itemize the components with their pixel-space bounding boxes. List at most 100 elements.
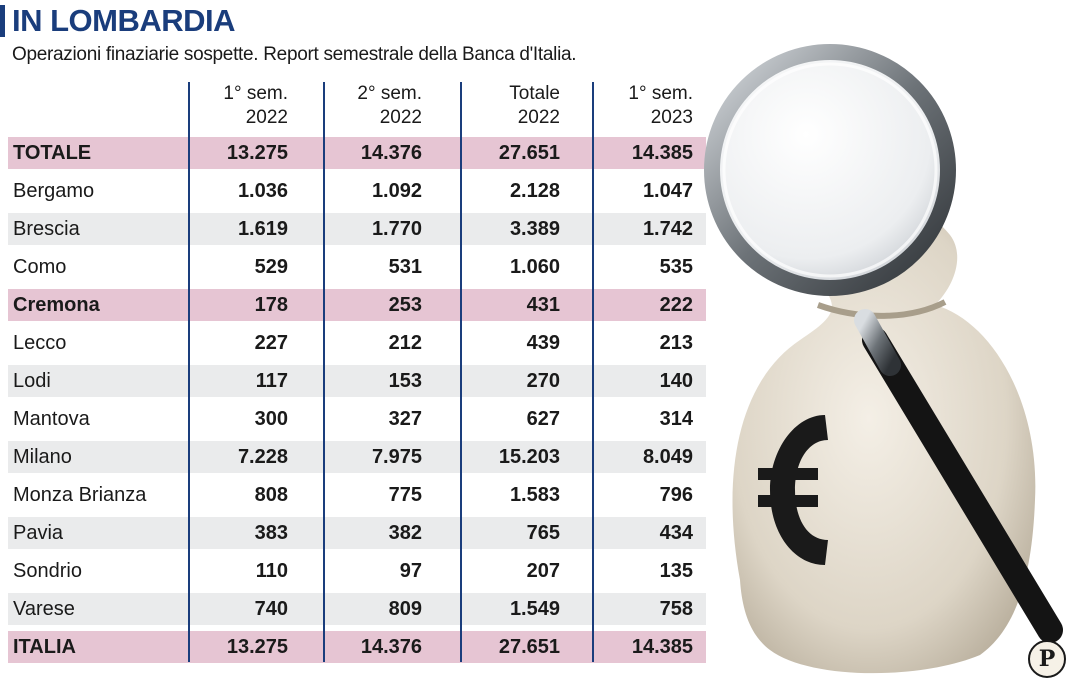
table-cell: 808: [254, 484, 288, 506]
table-cell: 314: [659, 408, 693, 430]
column-header-line2: 2022: [245, 107, 288, 128]
row-label: Lodi: [13, 370, 51, 392]
table-cell: 529: [254, 256, 288, 278]
table-row: Cremona 178 253 431 222: [8, 289, 706, 321]
row-label: Milano: [13, 446, 72, 468]
table-cell: 153: [388, 370, 422, 392]
table-cell: 809: [388, 598, 422, 620]
table-cell: 1.742: [642, 218, 693, 240]
table-cell: 434: [659, 522, 693, 544]
table-cell: 207: [526, 560, 560, 582]
column-divider: [323, 82, 325, 662]
row-label: Monza Brianza: [13, 484, 147, 506]
publisher-logo-icon: P: [1028, 640, 1066, 678]
row-label: Bergamo: [13, 180, 95, 202]
table-cell: 7.975: [371, 446, 422, 468]
table-cell: 775: [388, 484, 422, 506]
table-cell: 97: [399, 560, 422, 582]
table-cell: 27.651: [498, 636, 560, 658]
table-cell: 1.770: [371, 218, 422, 240]
table-cell: 796: [659, 484, 693, 506]
table-cell: 15.203: [498, 446, 560, 468]
column-header-line1: 1° sem.: [628, 83, 693, 104]
table-cell: 27.651: [498, 142, 560, 164]
table-cell: 140: [659, 370, 693, 392]
page-subtitle: Operazioni finaziarie sospette. Report s…: [12, 44, 577, 65]
magnifier-lens: [704, 44, 956, 296]
table-cell: 8.049: [642, 446, 693, 468]
table-cell: 212: [388, 332, 422, 354]
table-cell: 383: [254, 522, 288, 544]
table-cell: 1.583: [509, 484, 560, 506]
column-header: 1° sem. 2023: [628, 82, 693, 130]
table-row: Brescia 1.619 1.770 3.389 1.742: [8, 213, 706, 245]
table-cell: 14.376: [360, 142, 422, 164]
table-cell: 110: [255, 560, 288, 582]
column-header-line1: Totale: [509, 83, 560, 104]
table-row: Lecco 227 212 439 213: [8, 327, 706, 359]
table-row: Pavia 383 382 765 434: [8, 517, 706, 549]
table-row: Monza Brianza 808 775 1.583 796: [8, 479, 706, 511]
table-row: Mantova 300 327 627 314: [8, 403, 706, 435]
table-cell: 327: [388, 408, 422, 430]
table-cell: 1.047: [642, 180, 693, 202]
row-label: Varese: [13, 598, 75, 620]
table-cell: 431: [526, 294, 560, 316]
table-cell: 178: [254, 294, 288, 316]
title-accent-bar: [0, 5, 5, 37]
table-cell: 253: [388, 294, 422, 316]
table-row: TOTALE 13.275 14.376 27.651 14.385: [8, 137, 706, 169]
page-title: IN LOMBARDIA: [12, 3, 236, 38]
magnifier-handle: [862, 327, 1063, 643]
table-cell: 1.549: [509, 598, 560, 620]
table-row: Milano 7.228 7.975 15.203 8.049: [8, 441, 706, 473]
table-cell: 14.376: [360, 636, 422, 658]
table-cell: 1.092: [371, 180, 422, 202]
euro-symbol-icon: [758, 415, 828, 565]
table-row: Lodi 117 153 270 140: [8, 365, 706, 397]
row-label: Pavia: [13, 522, 64, 544]
row-label: Lecco: [13, 332, 67, 354]
table-cell: 758: [659, 598, 693, 620]
table-cell: 1.619: [237, 218, 288, 240]
table-cell: 627: [526, 408, 560, 430]
table-cell: 7.228: [237, 446, 288, 468]
table-cell: 213: [659, 332, 693, 354]
column-header-line2: 2022: [379, 107, 422, 128]
table-cell: 3.389: [509, 218, 560, 240]
column-header-line2: 2022: [517, 107, 560, 128]
table-cell: 117: [255, 370, 288, 392]
table-cell: 13.275: [226, 142, 288, 164]
row-label: Sondrio: [13, 560, 82, 582]
table-row: Sondrio 110 97 207 135: [8, 555, 706, 587]
table-cell: 222: [659, 294, 693, 316]
table-cell: 765: [526, 522, 560, 544]
row-label: Mantova: [13, 408, 90, 430]
table-cell: 382: [388, 522, 422, 544]
table-cell: 1.036: [237, 180, 288, 202]
row-label: Cremona: [13, 294, 100, 316]
table-cell: 270: [526, 370, 560, 392]
table-cell: 1.060: [509, 256, 560, 278]
table-cell: 300: [254, 408, 288, 430]
row-label: TOTALE: [13, 142, 92, 164]
column-header: 2° sem. 2022: [357, 82, 422, 130]
row-label: ITALIA: [13, 636, 76, 658]
column-header-line1: 2° sem.: [357, 83, 422, 104]
table-cell: 439: [526, 332, 560, 354]
table-cell: 531: [388, 256, 422, 278]
table-cell: 740: [254, 598, 288, 620]
column-header-line1: 1° sem.: [223, 83, 288, 104]
table-row: Varese 740 809 1.549 758: [8, 593, 706, 625]
money-bag-magnifier-illustration: [704, 44, 1063, 674]
column-divider: [460, 82, 462, 662]
table-row: ITALIA 13.275 14.376 27.651 14.385: [8, 631, 706, 663]
table-cell: 535: [659, 256, 693, 278]
table-cell: 14.385: [631, 142, 693, 164]
table-cell: 227: [254, 332, 288, 354]
column-divider: [592, 82, 594, 662]
row-label: Brescia: [13, 218, 80, 240]
table-cell: 13.275: [226, 636, 288, 658]
table-cell: 135: [659, 560, 693, 582]
column-header: Totale 2022: [509, 82, 560, 130]
